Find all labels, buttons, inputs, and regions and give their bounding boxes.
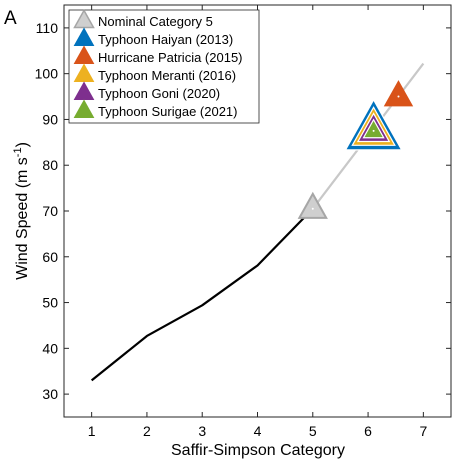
y-tick-label: 80 (42, 157, 58, 173)
legend-label: Nominal Category 5 (98, 14, 213, 29)
y-axis-label: Wind Speed (m s-1) (12, 142, 31, 280)
patricia-marker (383, 80, 414, 107)
y-tick-label: 50 (42, 295, 58, 311)
haiyan-center-dot (372, 129, 375, 132)
y-tick-label: 40 (42, 340, 58, 356)
x-tick-label: 3 (198, 423, 206, 439)
surigae-marker (362, 118, 385, 139)
x-tick-label: 6 (364, 423, 372, 439)
y-tick-label: 30 (42, 386, 58, 402)
panel-letter: A (4, 8, 17, 29)
storm-markers (297, 80, 414, 219)
x-tick-label: 1 (88, 423, 96, 439)
x-tick-label: 7 (419, 423, 427, 439)
y-axis-ticks: 30 40 50 60 70 80 90 100 110 (35, 20, 451, 402)
legend-marker (73, 99, 95, 118)
legend-label: Typhoon Goni (2020) (98, 86, 220, 101)
x-tick-label: 2 (143, 423, 151, 439)
y-tick-label: 70 (42, 203, 58, 219)
x-tick-label: 4 (254, 423, 262, 439)
legend-label: Hurricane Patricia (2015) (98, 50, 243, 65)
y-axis-label-main: Wind Speed (m s (14, 157, 31, 280)
x-axis-ticks: 1 2 3 4 5 6 7 (88, 5, 427, 439)
legend-label: Typhoon Haiyan (2013) (98, 32, 233, 47)
y-tick-label: 90 (42, 111, 58, 127)
legend: Nominal Category 5 Typhoon Haiyan (2013) H… (68, 8, 260, 124)
x-axis-label: Saffir-Simpson Category (171, 442, 345, 459)
x-tick-label: 5 (309, 423, 317, 439)
legend-label: Typhoon Meranti (2016) (98, 68, 236, 83)
nominal-center-dot (311, 207, 314, 210)
y-tick-label: 100 (35, 66, 59, 82)
category-wind-line (90, 207, 314, 382)
patricia-center-dot (397, 95, 400, 98)
y-axis-label-exponent: -1 (12, 147, 24, 157)
legend-label: Typhoon Surigae (2021) (98, 104, 237, 119)
nominal-category5-marker (297, 191, 328, 219)
y-axis-label-close: ) (14, 142, 31, 147)
y-tick-label: 110 (36, 20, 59, 36)
legend-box (68, 9, 260, 124)
y-tick-label: 60 (42, 249, 58, 265)
